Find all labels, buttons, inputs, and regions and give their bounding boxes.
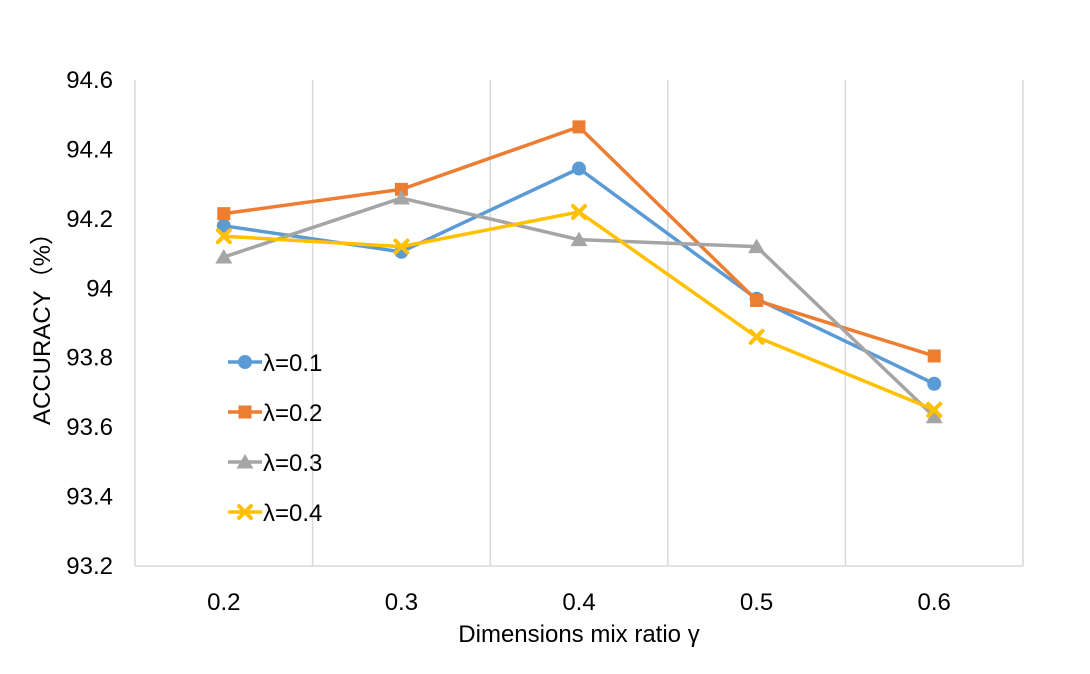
- data-point: [570, 231, 588, 247]
- data-point: [215, 249, 233, 264]
- legend-label: λ=0.4: [263, 500, 322, 527]
- grid-lines: [134, 80, 1024, 566]
- x-tick-label: 0.2: [207, 589, 240, 616]
- y-tick-label: 94.6: [66, 67, 113, 94]
- data-point: [750, 293, 764, 307]
- data-point: [393, 238, 410, 255]
- legend-label: λ=0.1: [263, 350, 322, 377]
- y-tick-label: 94.4: [66, 136, 113, 163]
- y-tick-label: 93.4: [66, 484, 113, 511]
- legend-item: λ=0.1: [228, 350, 322, 377]
- y-tick-label: 94.2: [66, 206, 113, 233]
- data-point: [926, 401, 943, 418]
- data-point: [572, 120, 586, 134]
- legend-item: λ=0.2: [228, 400, 322, 427]
- legend-label: λ=0.2: [263, 400, 322, 427]
- series-1: [216, 161, 942, 391]
- series-4: [215, 203, 943, 418]
- data-point: [217, 207, 231, 221]
- y-tick-label: 94: [86, 275, 113, 302]
- legend-marker: [238, 405, 252, 419]
- data-point: [392, 190, 410, 205]
- data-point: [571, 203, 587, 220]
- y-tick-label: 93.2: [66, 553, 113, 580]
- y-tick-labels: 93.2 93.4 93.6 93.8 94 94.2 94.4 94.6: [66, 67, 113, 580]
- legend-item: λ=0.4: [228, 500, 322, 527]
- x-tick-label: 0.3: [385, 589, 418, 616]
- legend-marker: [237, 504, 253, 520]
- data-point: [927, 349, 941, 363]
- x-axis-label: Dimensions mix ratio γ: [458, 621, 699, 648]
- data-point: [572, 161, 586, 176]
- series-group: [215, 120, 943, 424]
- legend-marker: [238, 355, 252, 369]
- data-point: [215, 228, 232, 245]
- series-line: [223, 196, 936, 418]
- series-3: [215, 190, 943, 424]
- legend-item: λ=0.3: [228, 450, 322, 477]
- legend: λ=0.1 λ=0.2 λ=0.3 λ=0.4: [228, 350, 322, 527]
- x-tick-label: 0.4: [562, 589, 595, 616]
- x-tick-labels: 0.2 0.3 0.4 0.5 0.6: [207, 589, 951, 616]
- legend-label: λ=0.3: [263, 450, 322, 477]
- data-point: [394, 182, 408, 196]
- data-point: [925, 408, 943, 424]
- legend-marker: [236, 454, 254, 469]
- y-tick-label: 93.6: [66, 414, 113, 441]
- y-axis-label: ACCURACY（%）: [29, 221, 56, 425]
- series-2: [217, 120, 941, 363]
- data-point: [927, 376, 942, 391]
- data-point: [216, 218, 231, 233]
- data-point: [748, 328, 765, 345]
- data-point: [748, 238, 766, 254]
- y-tick-label: 93.8: [66, 345, 113, 372]
- x-tick-label: 0.5: [740, 589, 773, 616]
- x-tick-label: 0.6: [918, 589, 951, 616]
